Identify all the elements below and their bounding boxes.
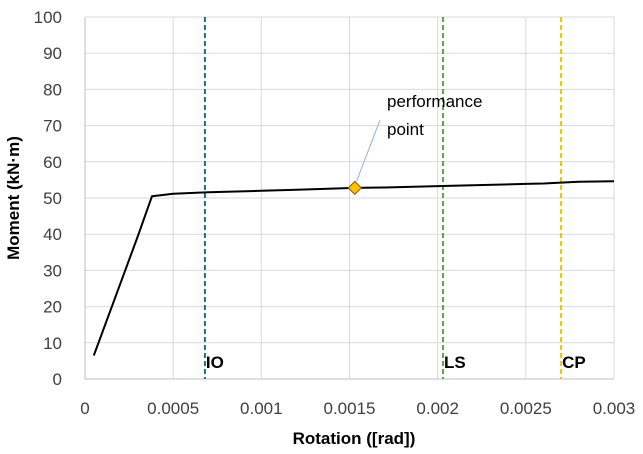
x-tick-label: 0.0025 bbox=[500, 399, 552, 418]
series-layer bbox=[92, 180, 615, 356]
axes bbox=[84, 17, 614, 380]
performance-point-leader-line bbox=[356, 119, 381, 182]
tick-labels: 0 10 20 30 40 50 60 70 80 90 100 0 0.0005 0.001 0.0015… bbox=[34, 8, 636, 418]
y-tick-label: 40 bbox=[43, 225, 62, 244]
y-tick-label: 30 bbox=[43, 261, 62, 280]
performance-point-label-line2: point bbox=[387, 120, 424, 139]
y-tick-label: 20 bbox=[43, 298, 62, 317]
x-tick-label: 0.0015 bbox=[324, 399, 376, 418]
limit-label-ls: LS bbox=[444, 353, 466, 372]
y-tick-label: 0 bbox=[53, 370, 62, 389]
moment-rotation-curve bbox=[92, 180, 615, 356]
y-tick-label: 80 bbox=[43, 80, 62, 99]
limit-label-io: IO bbox=[206, 353, 224, 372]
performance-point-marker bbox=[347, 180, 362, 196]
performance-point-label-line1: performance bbox=[387, 92, 482, 111]
x-tick-label: 0.002 bbox=[416, 399, 459, 418]
y-tick-label: 70 bbox=[43, 117, 62, 136]
y-tick-label: 90 bbox=[43, 44, 62, 63]
x-tick-label: 0.003 bbox=[593, 399, 636, 418]
y-tick-label: 50 bbox=[43, 189, 62, 208]
limit-lines: IO LS CP bbox=[203, 17, 586, 379]
y-tick-label: 10 bbox=[43, 334, 62, 353]
y-axis-title: Moment (kN·m) bbox=[4, 136, 23, 260]
limit-label-cp: CP bbox=[562, 353, 586, 372]
x-tick-label: 0.001 bbox=[240, 399, 283, 418]
x-tick-label: 0.0005 bbox=[147, 399, 199, 418]
gridlines bbox=[85, 16, 615, 379]
x-tick-label: 0 bbox=[80, 399, 89, 418]
y-tick-label: 100 bbox=[34, 8, 62, 27]
x-axis-title: Rotation ([rad]) bbox=[293, 429, 416, 448]
annotation-layer: performance point bbox=[356, 92, 482, 182]
y-tick-label: 60 bbox=[43, 153, 62, 172]
